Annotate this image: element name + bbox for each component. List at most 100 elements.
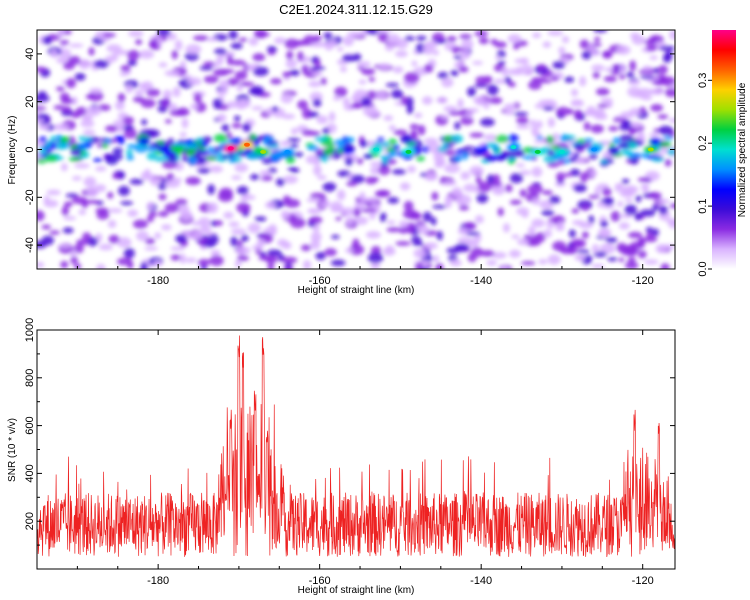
- heatmap-cell: [455, 149, 463, 155]
- heatmap-cell: [236, 185, 249, 195]
- heatmap-cell: [231, 175, 242, 180]
- heatmap-cell: [643, 259, 659, 265]
- heatmap-cell: [558, 46, 566, 55]
- heatmap-cell: [71, 96, 78, 106]
- spectrogram-panel: -180 -160 -140 -120 -40 -20 0 20 40 Height of s…: [7, 29, 676, 296]
- heatmap-cell: [441, 180, 457, 186]
- colorbar-label: Normalized spectral amplitude: [737, 82, 748, 217]
- heatmap-cell: [93, 157, 103, 163]
- heatmap-cell: [132, 96, 145, 103]
- heatmap-cell: [381, 141, 390, 148]
- heatmap-cell: [167, 153, 178, 163]
- heatmap-cell: [385, 44, 394, 52]
- x-tick-label: -180: [147, 575, 169, 587]
- heatmap-cell: [198, 217, 211, 227]
- heatmap-cell: [492, 144, 499, 153]
- heatmap-cell: [345, 247, 354, 254]
- heatmap-cell: [642, 65, 653, 72]
- heatmap-cell: [607, 146, 619, 156]
- heatmap-cell: [365, 231, 381, 239]
- heatmap-cell: [570, 168, 581, 177]
- heatmap-cell: [484, 134, 497, 141]
- heatmap-cell: [245, 147, 253, 154]
- heatmap-cell: [520, 57, 529, 65]
- heatmap-cell: [661, 147, 669, 154]
- heatmap-cell: [534, 103, 546, 109]
- heatmap-cell: [185, 44, 202, 55]
- heatmap-cell: [171, 49, 178, 60]
- heatmap-cell: [527, 226, 536, 237]
- heatmap-cell: [520, 261, 536, 266]
- heatmap-cell: [458, 48, 471, 60]
- heatmap-cell: [117, 123, 124, 133]
- heatmap-cell: [618, 222, 630, 230]
- heatmap-cell: [300, 244, 312, 252]
- heatmap-cell: [358, 79, 367, 85]
- heatmap-cell: [314, 136, 328, 142]
- heatmap-cell: [579, 75, 587, 87]
- heatmap-cell: [603, 75, 617, 83]
- heatmap-cell: [197, 258, 211, 267]
- heatmap-cell: [410, 236, 422, 243]
- heatmap-cell: [203, 241, 216, 248]
- heatmap-cell: [209, 255, 224, 267]
- heatmap-cell: [322, 182, 337, 192]
- heatmap-cell: [454, 121, 461, 131]
- heatmap-cell: [552, 60, 566, 70]
- heatmap-cell: [504, 184, 513, 193]
- heatmap-cell: [290, 167, 300, 173]
- heatmap-cell: [74, 163, 90, 169]
- heatmap-cell: [218, 79, 230, 91]
- colorbar: 0.0 0.1 0.2 0.3 Normalized spectral amplitu…: [697, 30, 748, 277]
- heatmap-cell: [630, 157, 639, 165]
- heatmap-cell: [399, 134, 413, 144]
- colorbar-ticks: 0.0 0.1 0.2 0.3: [697, 73, 712, 277]
- heatmap-cell: [223, 211, 234, 219]
- heatmap-cell: [594, 186, 601, 197]
- heatmap-cell: [460, 116, 474, 126]
- y-tick-label: -20: [24, 189, 36, 205]
- heatmap-cell: [547, 254, 561, 265]
- heatmap-cell: [281, 241, 292, 250]
- heatmap-cell: [62, 106, 72, 113]
- heatmap-cell: [214, 48, 227, 55]
- heatmap-cell: [266, 140, 280, 145]
- heatmap-cell: [477, 181, 492, 193]
- heatmap-cell: [166, 173, 175, 181]
- heatmap-cell: [248, 88, 261, 95]
- heatmap-cell: [413, 248, 427, 259]
- heatmap-cell: [567, 245, 577, 255]
- heatmap-cell: [647, 191, 662, 199]
- heatmap-cell: [616, 45, 631, 55]
- heatmap-cell: [274, 37, 286, 45]
- heatmap-cell: [651, 156, 665, 162]
- heatmap-cell: [571, 208, 580, 214]
- heatmap-cell: [96, 263, 106, 269]
- heatmap-cell: [667, 148, 675, 156]
- heatmap-cell: [256, 238, 265, 247]
- heatmap-cell: [221, 68, 235, 74]
- heatmap-cell: [563, 158, 571, 164]
- heatmap-cell: [185, 257, 197, 263]
- heatmap-cell: [474, 145, 487, 154]
- heatmap-cell: [374, 190, 388, 197]
- heatmap-cell: [538, 99, 554, 105]
- heatmap-cell: [57, 243, 72, 249]
- heatmap-cell: [619, 134, 634, 143]
- heatmap-cell: [347, 31, 363, 38]
- heatmap-cell: [50, 49, 58, 58]
- heatmap-cell: [509, 173, 524, 184]
- heatmap-cell: [293, 152, 304, 158]
- heatmap-cell: [174, 39, 183, 51]
- heatmap-cell: [361, 197, 378, 203]
- heatmap-cell: [513, 111, 529, 117]
- heatmap-cell: [489, 97, 503, 104]
- heatmap-cell: [126, 143, 138, 149]
- heatmap-cell: [207, 202, 219, 214]
- heatmap-cell: [513, 42, 520, 50]
- heatmap-cell: [62, 227, 74, 234]
- heatmap-cell: [200, 136, 213, 143]
- heatmap-cell: [290, 127, 298, 135]
- heatmap-cell: [305, 154, 321, 165]
- heatmap-cell: [386, 226, 401, 233]
